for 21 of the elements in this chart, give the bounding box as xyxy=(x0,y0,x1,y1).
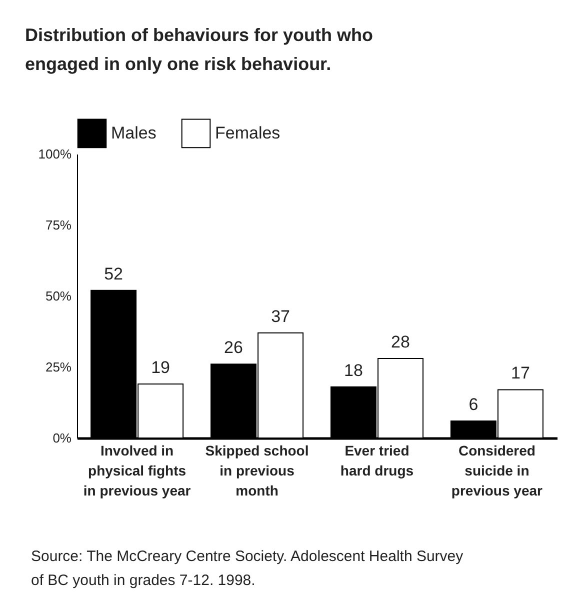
x-tick-label: Skipped school in previous month xyxy=(205,442,309,498)
data-label: 37 xyxy=(271,306,290,326)
y-tick-label: 100% xyxy=(38,146,72,162)
data-label: 6 xyxy=(468,394,478,414)
y-tick-label: 0% xyxy=(52,430,72,446)
chart-title: Distribution of behaviours for youth who engaged in only one risk behaviour. xyxy=(25,25,373,74)
x-tick-label: Ever tried hard drugs xyxy=(340,442,414,478)
data-label: 18 xyxy=(344,360,363,380)
data-label: 26 xyxy=(224,338,243,358)
y-tick-label: 50% xyxy=(45,288,72,304)
data-label: 17 xyxy=(511,364,530,383)
x-tick-label: Involved in physical fights in previous year xyxy=(83,442,192,498)
data-label: 28 xyxy=(391,332,410,352)
data-label: 52 xyxy=(104,264,123,284)
source-note: Source: The McCreary Centre Society. Adolescent Health Survey of BC youth in grades 7-12. 1998. xyxy=(31,548,464,589)
legend-label: Females xyxy=(215,123,280,142)
y-tick-label: 25% xyxy=(45,360,72,374)
x-tick-label: Considered suicide in previous year xyxy=(451,442,544,498)
data-label: 19 xyxy=(151,358,170,378)
legend-label: Males xyxy=(111,123,156,142)
y-tick-label: 75% xyxy=(45,218,72,232)
